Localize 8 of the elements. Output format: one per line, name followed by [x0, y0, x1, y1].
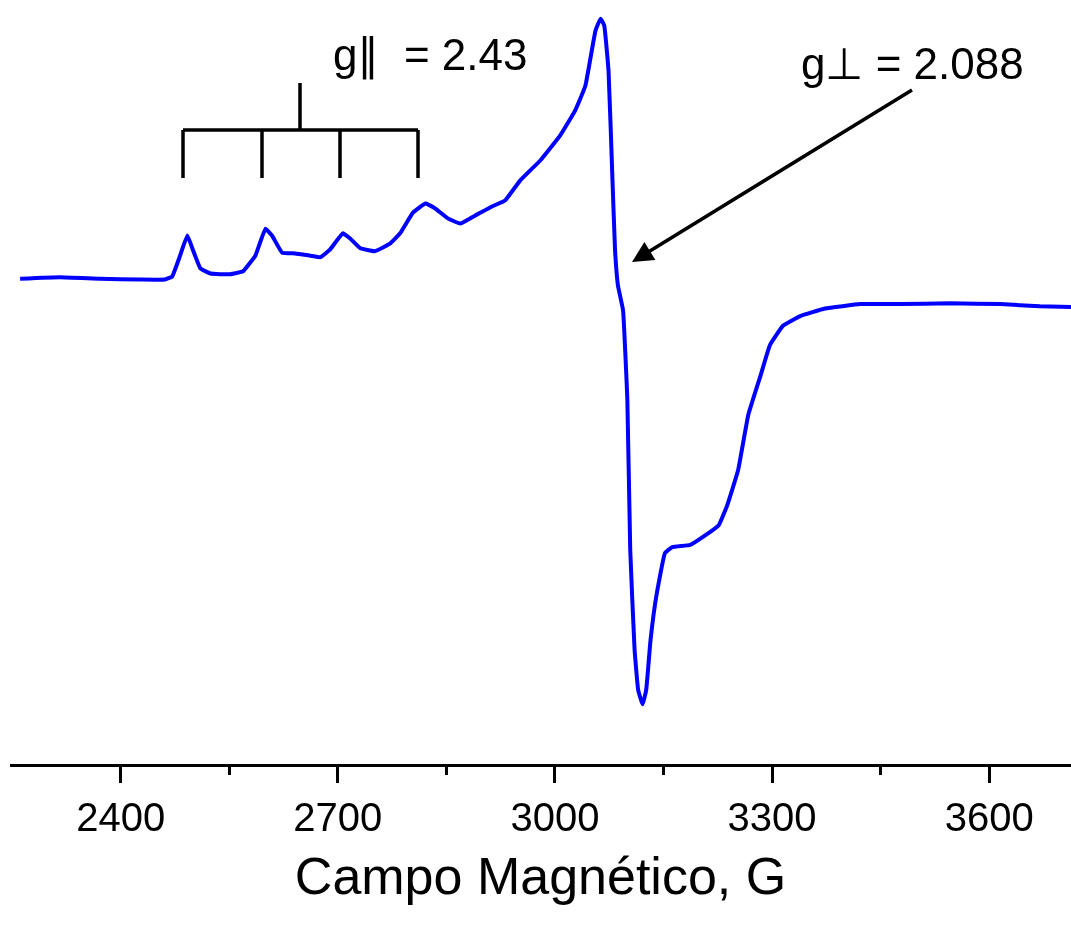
x-tick-label: 3000: [510, 794, 600, 839]
annotation: g∥ = 2.43: [333, 30, 528, 80]
x-tick-label: 3600: [944, 794, 1034, 839]
x-axis-title: Campo Magnético, G: [294, 846, 787, 905]
x-tick-label: 2700: [293, 794, 383, 839]
x-tick-label: 2400: [76, 794, 166, 839]
annotation: g⊥ = 2.088: [801, 39, 1024, 88]
x-tick-label: 3300: [727, 794, 817, 839]
